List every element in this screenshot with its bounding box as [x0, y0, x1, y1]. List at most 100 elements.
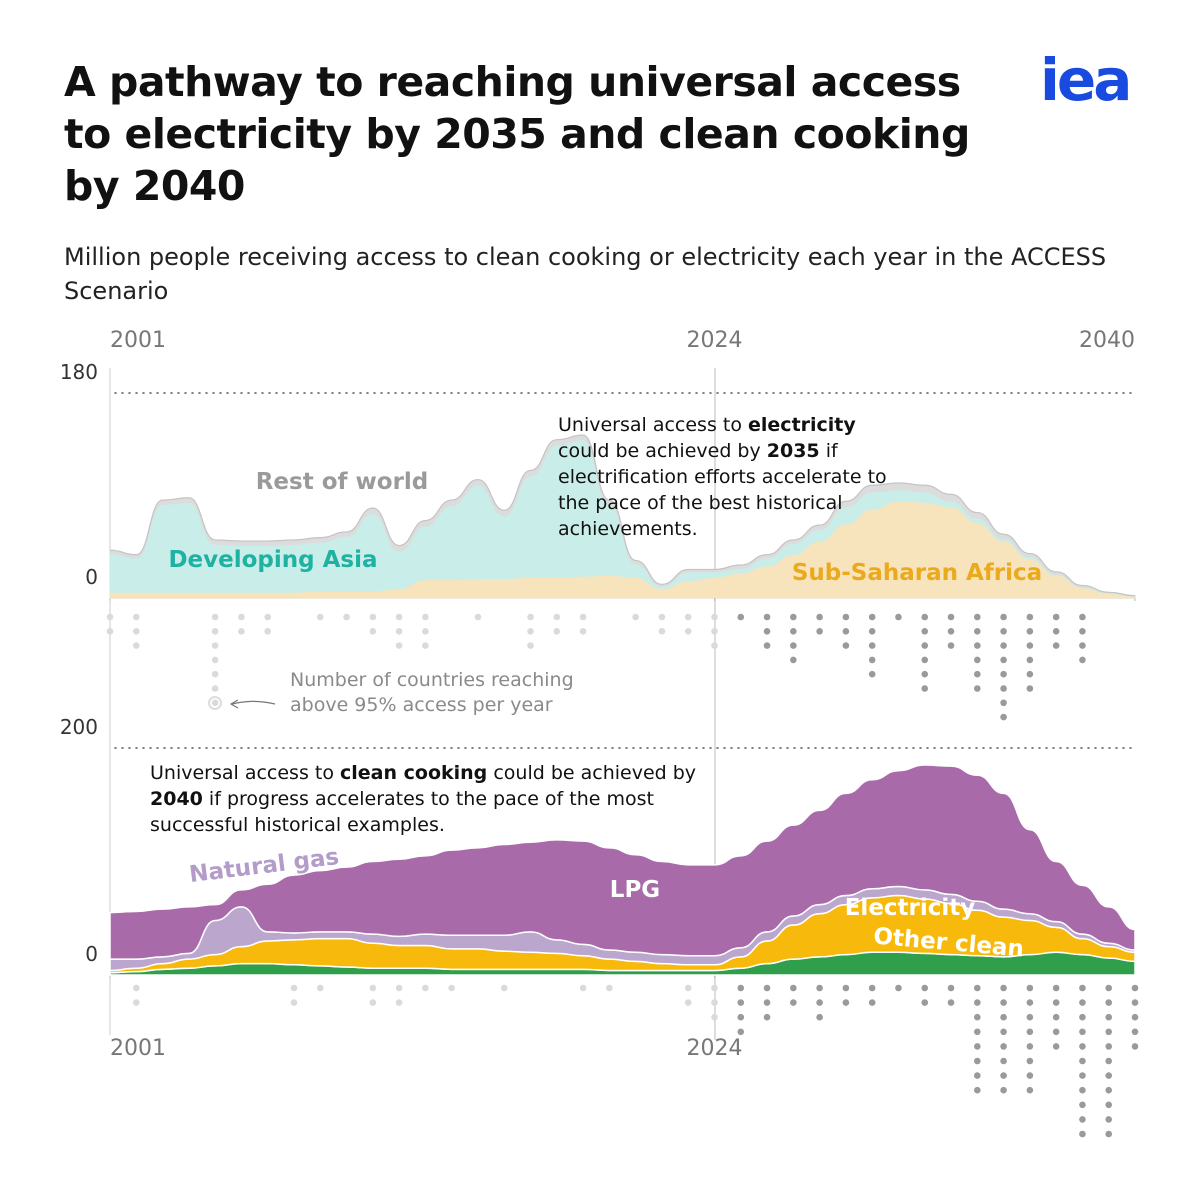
- country-dot-column: [606, 984, 613, 992]
- dot: [264, 613, 271, 621]
- dot: [1026, 1057, 1034, 1065]
- dot: [1052, 628, 1060, 635]
- series-label: Rest of world: [256, 469, 429, 495]
- dot: [211, 642, 219, 649]
- title: A pathway to reaching universal access t…: [64, 58, 970, 210]
- annotation: Universal access to clean cooking could …: [150, 760, 710, 838]
- country-dot-column: [684, 613, 692, 635]
- country-dot-column: [1026, 613, 1034, 692]
- dot: [816, 613, 823, 621]
- dot: [947, 613, 955, 621]
- dot: [1052, 613, 1060, 621]
- dot: [658, 613, 666, 621]
- dot: [1000, 984, 1007, 992]
- y-tick-label: 0: [85, 565, 98, 589]
- country-dot-column: [290, 984, 298, 1006]
- country-dot-column: [395, 613, 403, 649]
- dot: [816, 1013, 823, 1021]
- dot: [211, 670, 219, 678]
- dot: [1079, 613, 1086, 621]
- dot: [921, 656, 929, 664]
- dot: [1131, 1013, 1139, 1021]
- dot: [422, 613, 429, 621]
- country-dot-column: [448, 984, 455, 992]
- dot: [238, 628, 245, 635]
- dot: [1000, 699, 1007, 707]
- legend-arrow: [231, 700, 276, 705]
- country-dot-column: [316, 984, 324, 992]
- dot: [1000, 713, 1007, 721]
- dot: [1026, 984, 1034, 992]
- series-label: Electricity: [845, 895, 976, 921]
- country-dot-column: [921, 613, 929, 692]
- dot: [448, 984, 455, 992]
- country-dot-column: [369, 613, 377, 635]
- dot: [1026, 670, 1034, 678]
- dot: [947, 999, 955, 1006]
- dot: [1026, 1043, 1034, 1050]
- dot: [1026, 999, 1034, 1006]
- dot: [290, 999, 298, 1006]
- dot: [369, 628, 377, 635]
- country-dot-column: [132, 984, 140, 1006]
- dot: [737, 984, 745, 992]
- dot: [974, 1072, 981, 1079]
- dot: [974, 1057, 981, 1065]
- dot: [763, 999, 771, 1006]
- dot: [947, 642, 955, 649]
- dot: [974, 984, 981, 992]
- annotation-text: if progress accelerates to the pace of t…: [150, 788, 654, 836]
- x-tick-label: 2024: [686, 1036, 742, 1061]
- dot: [790, 984, 797, 992]
- dot: [1052, 1043, 1060, 1050]
- dot: [921, 670, 929, 678]
- dot: [763, 628, 771, 635]
- country-dot-column: [974, 613, 981, 692]
- dot: [842, 642, 850, 649]
- dot: [606, 984, 613, 992]
- dot: [1105, 1028, 1113, 1036]
- dot: [1131, 1028, 1139, 1036]
- dot: [1000, 656, 1007, 664]
- country-dot-column: [842, 613, 850, 649]
- dot: [763, 642, 771, 649]
- dot: [132, 984, 140, 992]
- dot: [711, 999, 718, 1006]
- dot: [500, 984, 508, 992]
- dot: [579, 628, 587, 635]
- country-dot-column: [132, 613, 140, 649]
- country-dot-column: [1079, 613, 1086, 664]
- dot: [527, 642, 534, 649]
- dot: [711, 613, 718, 621]
- dot: [1052, 1013, 1060, 1021]
- dot: [132, 613, 140, 621]
- dot: [132, 628, 140, 635]
- series-label: Developing Asia: [168, 547, 377, 573]
- dot: [1131, 984, 1139, 992]
- country-dot-column: [1052, 613, 1060, 649]
- dot: [1105, 1101, 1113, 1109]
- dot: [1079, 1013, 1086, 1021]
- dot: [1079, 984, 1086, 992]
- dot: [395, 628, 403, 635]
- dot: [1026, 656, 1034, 664]
- dot: [1105, 1116, 1113, 1123]
- annotation: Universal access to electricity could be…: [558, 412, 903, 542]
- dot: [316, 984, 324, 992]
- country-dot-column: [422, 613, 429, 649]
- dot: [711, 628, 718, 635]
- dot: [868, 999, 876, 1006]
- country-dot-column: [947, 984, 955, 1006]
- dot: [132, 999, 140, 1006]
- country-dot-column: [1026, 984, 1034, 1094]
- country-dot-column: [895, 984, 902, 992]
- dot: [763, 984, 771, 992]
- dot: [895, 984, 902, 992]
- dot: [422, 628, 429, 635]
- dot: [527, 613, 534, 621]
- dot: [474, 613, 482, 621]
- dot: [868, 628, 876, 635]
- dot: [790, 642, 797, 649]
- country-dot-column: [921, 984, 929, 1006]
- dot: [711, 1013, 718, 1021]
